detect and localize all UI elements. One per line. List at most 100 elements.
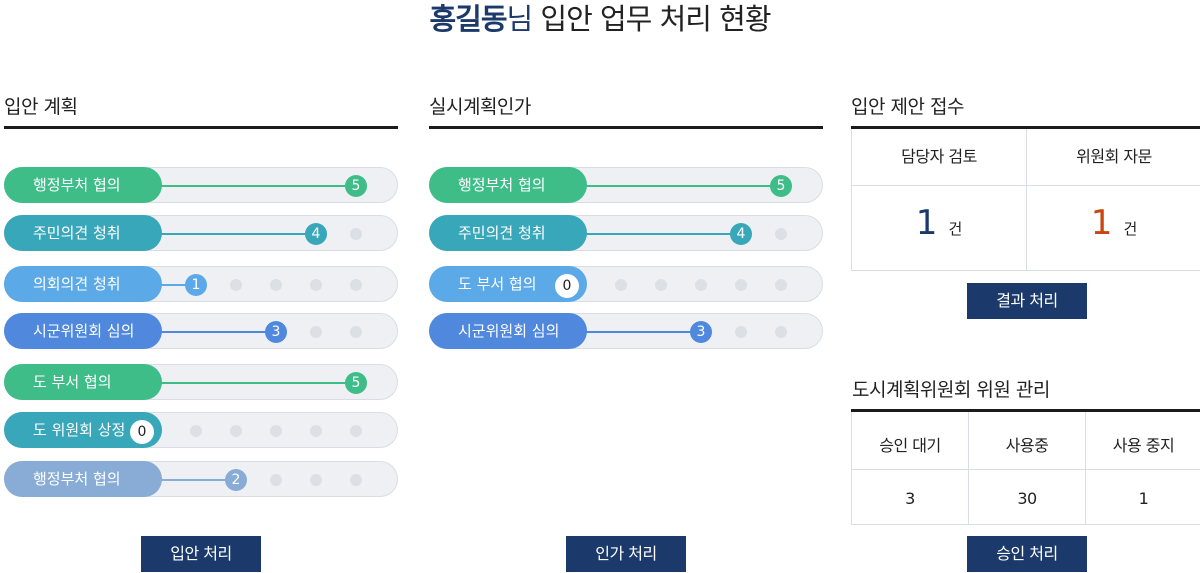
table-divider <box>968 412 969 524</box>
title-text: 입안 업무 처리 현황 <box>532 2 771 36</box>
progress-label: 의회의견 청취 <box>4 266 162 302</box>
committee-header-pending: 승인 대기 <box>879 436 941 455</box>
progress-label: 시군위원회 심의 <box>429 313 587 349</box>
step-dot <box>270 425 282 437</box>
result-process-button[interactable]: 결과 처리 <box>967 283 1087 319</box>
step-dot <box>615 279 627 291</box>
step-dot <box>230 425 242 437</box>
progress-count-badge: 4 <box>305 223 327 245</box>
step-dot <box>655 279 667 291</box>
progress-line <box>580 331 701 333</box>
progress-count-badge: 0 <box>555 274 579 298</box>
proposal-title-rule <box>851 126 1200 129</box>
progress-row[interactable]: 행정부처 협의 2 <box>4 461 398 497</box>
progress-line <box>155 479 236 481</box>
progress-line <box>155 185 356 187</box>
step-dot <box>230 279 242 291</box>
progress-label: 행정부처 협의 <box>429 167 587 203</box>
progress-count-badge: 2 <box>225 469 247 491</box>
proposal-header-review: 담당자 검토 <box>901 147 977 166</box>
table-divider <box>852 185 1200 186</box>
progress-row[interactable]: 주민의견 청취 4 <box>4 215 398 251</box>
step-dot <box>775 326 787 338</box>
step-dot <box>310 326 322 338</box>
progress-line <box>580 233 741 235</box>
progress-row[interactable]: 도 부서 협의 5 <box>4 364 398 400</box>
proposal-advisory-count: 1 건 <box>1027 203 1200 253</box>
advisory-count-unit: 건 <box>1123 220 1138 238</box>
table-divider <box>852 469 1200 470</box>
step-dot <box>270 279 282 291</box>
step-dot <box>350 326 362 338</box>
progress-label: 주민의견 청취 <box>4 215 162 251</box>
approval-title-rule <box>429 126 823 129</box>
progress-label: 도 부서 협의 <box>4 364 162 400</box>
step-dot <box>350 228 362 240</box>
committee-header-suspended: 사용 중지 <box>1112 436 1175 455</box>
progress-label: 행정부처 협의 <box>4 461 162 497</box>
step-dot <box>310 425 322 437</box>
progress-line <box>155 382 356 384</box>
progress-count-badge: 4 <box>730 223 752 245</box>
step-dot <box>310 279 322 291</box>
proposal-review-count: 1 건 <box>852 203 1026 253</box>
progress-row[interactable]: 시군위원회 심의 3 <box>4 313 398 349</box>
progress-count-badge: 3 <box>265 321 287 343</box>
committee-title-rule <box>851 409 1200 412</box>
progress-count-badge: 5 <box>345 372 367 394</box>
step-dot <box>350 279 362 291</box>
committee-suspended-count: 1 <box>1138 489 1149 508</box>
review-count-value: 1 <box>915 203 938 243</box>
step-dot <box>695 279 707 291</box>
progress-row[interactable]: 주민의견 청취 4 <box>429 215 823 251</box>
plan-title-rule <box>4 126 398 129</box>
progress-count-badge: 5 <box>345 175 367 197</box>
user-suffix: 님 <box>506 2 534 36</box>
plan-process-button[interactable]: 입안 처리 <box>141 536 261 572</box>
progress-row[interactable]: 도 위원회 상정 0 <box>4 412 398 448</box>
approval-section-title: 실시계획인가 <box>429 96 531 118</box>
plan-section-title: 입안 계획 <box>4 96 78 118</box>
progress-line <box>155 284 196 286</box>
step-dot <box>775 279 787 291</box>
approve-process-button[interactable]: 승인 처리 <box>967 536 1087 572</box>
progress-count-badge: 3 <box>690 321 712 343</box>
progress-label: 시군위원회 심의 <box>4 313 162 349</box>
committee-pending-count: 3 <box>905 489 915 508</box>
progress-line <box>155 233 316 235</box>
step-dot <box>310 474 322 486</box>
progress-line <box>580 185 781 187</box>
step-dot <box>735 326 747 338</box>
step-dot <box>190 425 202 437</box>
progress-count-badge: 1 <box>185 274 207 296</box>
progress-line <box>155 331 276 333</box>
progress-row[interactable]: 시군위원회 심의 3 <box>429 313 823 349</box>
review-count-unit: 건 <box>948 220 963 238</box>
proposal-table: 담당자 검토 위원회 자문 1 건 1 건 <box>851 129 1200 271</box>
committee-header-active: 사용중 <box>1005 436 1049 455</box>
step-dot <box>350 474 362 486</box>
proposal-section-title: 입안 제안 접수 <box>851 96 964 118</box>
committee-section-title: 도시계획위원회 위원 관리 <box>852 379 1050 401</box>
progress-count-badge: 5 <box>770 175 792 197</box>
progress-row[interactable]: 행정부처 협의 5 <box>429 167 823 203</box>
progress-row[interactable]: 행정부처 협의 5 <box>4 167 398 203</box>
progress-label: 행정부처 협의 <box>4 167 162 203</box>
step-dot <box>350 425 362 437</box>
approval-process-button[interactable]: 인가 처리 <box>566 536 686 572</box>
committee-table: 승인 대기 사용중 사용 중지 3 30 1 <box>851 412 1200 525</box>
progress-row[interactable]: 의회의견 청취 1 <box>4 266 398 302</box>
advisory-count-value: 1 <box>1090 203 1113 243</box>
committee-active-count: 30 <box>1017 489 1037 508</box>
progress-count-badge: 0 <box>130 420 154 444</box>
step-dot <box>775 228 787 240</box>
page-title: 홍길동님 입안 업무 처리 현황 <box>0 0 1200 38</box>
progress-row[interactable]: 도 부서 협의 0 <box>429 266 823 302</box>
step-dot <box>270 474 282 486</box>
user-name: 홍길동 <box>429 2 507 36</box>
progress-label: 주민의견 청취 <box>429 215 587 251</box>
table-divider <box>1026 129 1027 270</box>
proposal-header-advisory: 위원회 자문 <box>1076 147 1152 166</box>
table-divider <box>1085 412 1086 524</box>
step-dot <box>735 279 747 291</box>
